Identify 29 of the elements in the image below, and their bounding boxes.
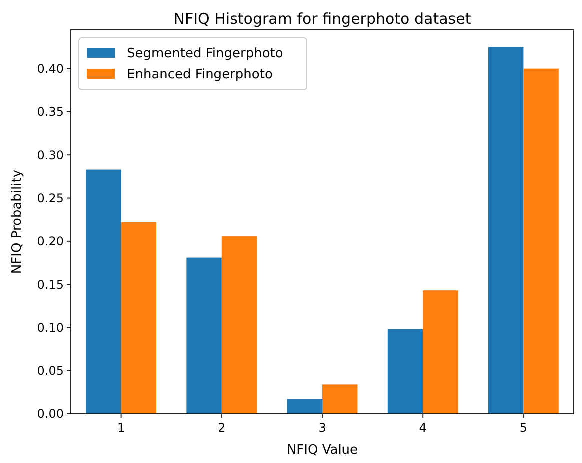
x-tick-label: 1: [117, 421, 126, 435]
y-tick-label: 0.10: [37, 320, 64, 335]
x-tick-label: 5: [520, 421, 528, 435]
bar: [388, 329, 424, 414]
y-tick-label: 0.40: [37, 62, 64, 76]
y-tick-label: 0.30: [37, 148, 64, 162]
bar: [186, 258, 222, 414]
x-tick-label: 3: [318, 421, 326, 435]
y-tick-label: 0.25: [37, 191, 64, 206]
x-axis-title: NFIQ Value: [286, 443, 358, 458]
y-tick-label: 0.15: [37, 278, 64, 292]
bar: [423, 290, 458, 414]
y-tick-label: 0.05: [37, 364, 64, 378]
bar: [121, 222, 157, 414]
bar: [222, 236, 258, 414]
bar: [488, 47, 524, 414]
y-axis-title: NFIQ Probability: [10, 170, 25, 274]
x-tick-label: 2: [218, 421, 226, 435]
bar: [287, 399, 322, 414]
y-tick-label: 0.00: [37, 407, 64, 422]
y-tick-label: 0.20: [37, 234, 64, 249]
bar: [86, 170, 122, 414]
y-tick-label: 0.35: [37, 105, 64, 120]
bar: [322, 384, 358, 414]
x-tick-label: 4: [419, 421, 427, 435]
bar: [524, 68, 559, 414]
chart-title: NFIQ Histogram for fingerphoto dataset: [174, 10, 472, 28]
legend-label: Segmented Fingerphoto: [127, 46, 284, 62]
legend-label: Enhanced Fingerphoto: [127, 68, 273, 83]
